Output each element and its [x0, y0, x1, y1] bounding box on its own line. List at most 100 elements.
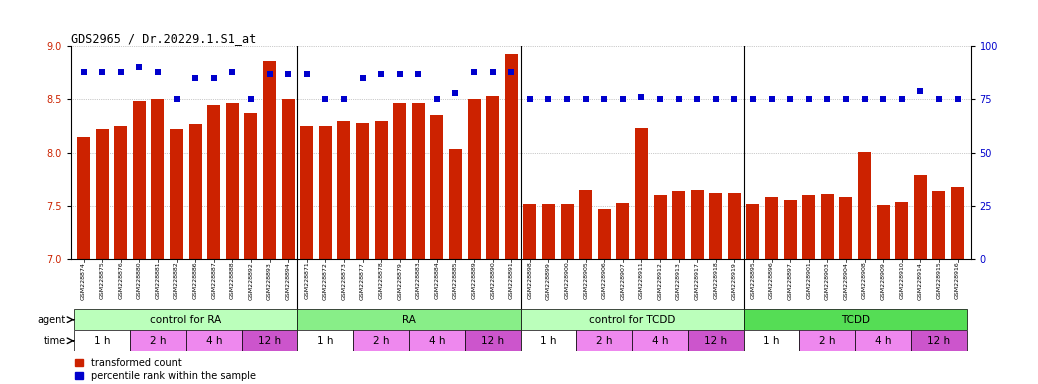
Point [206, 75, 222, 81]
Point [298, 71, 315, 77]
Text: GSM228917: GSM228917 [694, 262, 700, 300]
Point [76, 69, 92, 75]
Point [503, 69, 520, 75]
Text: GSM228912: GSM228912 [657, 262, 662, 300]
Text: time: time [44, 336, 65, 346]
Text: GSM228884: GSM228884 [434, 262, 439, 300]
Point [335, 96, 352, 103]
Point [93, 69, 110, 75]
Point [652, 96, 668, 103]
Text: control for TCDD: control for TCDD [589, 314, 676, 325]
Text: GSM228887: GSM228887 [212, 262, 216, 300]
Point [112, 69, 129, 75]
Point [317, 96, 333, 103]
Bar [298, 330, 353, 351]
Point [727, 96, 743, 103]
Text: GSM228903: GSM228903 [825, 262, 829, 300]
Bar [855, 330, 911, 351]
Bar [77, 137, 90, 259]
Bar [579, 190, 592, 259]
Point [410, 71, 427, 77]
Text: GSM228873: GSM228873 [342, 262, 347, 300]
Text: GSM228876: GSM228876 [118, 262, 124, 300]
Point [262, 71, 278, 77]
Text: GSM228911: GSM228911 [639, 262, 644, 300]
Text: 1 h: 1 h [317, 336, 333, 346]
Bar [913, 175, 927, 259]
Bar [951, 187, 964, 259]
Text: GSM228901: GSM228901 [807, 262, 812, 300]
Text: GSM228913: GSM228913 [676, 262, 681, 300]
Bar [521, 309, 743, 330]
Text: GSM228919: GSM228919 [732, 262, 737, 300]
Bar [75, 309, 298, 330]
Point [744, 96, 761, 103]
Point [800, 96, 817, 103]
Bar [858, 152, 871, 259]
Bar [654, 195, 666, 259]
Bar [486, 96, 499, 259]
Point [614, 96, 631, 103]
Bar [690, 190, 704, 259]
Text: GSM228872: GSM228872 [323, 262, 328, 300]
Bar [598, 209, 610, 259]
Text: 12 h: 12 h [704, 336, 728, 346]
Point [819, 96, 836, 103]
Bar [504, 53, 518, 259]
Text: GSM228871: GSM228871 [304, 262, 309, 300]
Point [540, 96, 556, 103]
Text: 12 h: 12 h [927, 336, 951, 346]
Bar [765, 197, 778, 259]
Bar [672, 191, 685, 259]
Bar [743, 309, 966, 330]
Bar [298, 309, 521, 330]
Point [429, 96, 445, 103]
Text: GSM228914: GSM228914 [918, 262, 923, 300]
Bar [300, 126, 313, 259]
Text: GSM228908: GSM228908 [862, 262, 867, 300]
Point [373, 71, 389, 77]
Bar [932, 191, 946, 259]
Text: GSM228895: GSM228895 [750, 262, 756, 300]
Bar [353, 330, 409, 351]
Bar [263, 61, 276, 259]
Text: GSM228905: GSM228905 [583, 262, 589, 300]
Point [243, 96, 260, 103]
Bar [242, 330, 298, 351]
Bar [130, 330, 186, 351]
Point [949, 96, 965, 103]
Text: GSM228904: GSM228904 [844, 262, 848, 300]
Text: 1 h: 1 h [763, 336, 780, 346]
Bar [412, 103, 425, 259]
Point [485, 69, 501, 75]
Text: GSM228879: GSM228879 [398, 262, 402, 300]
Point [633, 94, 650, 100]
Text: 4 h: 4 h [652, 336, 668, 346]
Point [596, 96, 612, 103]
Point [782, 96, 798, 103]
Text: GSM228890: GSM228890 [490, 262, 495, 300]
Bar [226, 103, 239, 259]
Bar [431, 115, 443, 259]
Text: GSM228892: GSM228892 [248, 262, 253, 300]
Text: GSM228899: GSM228899 [546, 262, 551, 300]
Bar [840, 197, 852, 259]
Text: 2 h: 2 h [819, 336, 836, 346]
Bar [576, 330, 632, 351]
Text: 2 h: 2 h [373, 336, 389, 346]
Text: agent: agent [37, 314, 65, 325]
Text: GSM228894: GSM228894 [285, 262, 291, 300]
Point [354, 75, 371, 81]
Text: GSM228878: GSM228878 [379, 262, 384, 300]
Point [838, 96, 854, 103]
Text: GSM228874: GSM228874 [81, 262, 86, 300]
Text: GSM228906: GSM228906 [602, 262, 607, 300]
Text: GSM228910: GSM228910 [899, 262, 904, 300]
Bar [895, 202, 908, 259]
Text: GSM228888: GSM228888 [229, 262, 235, 299]
Text: GSM228898: GSM228898 [527, 262, 532, 300]
Text: GSM228891: GSM228891 [509, 262, 514, 300]
Bar [449, 149, 462, 259]
Bar [393, 103, 406, 259]
Point [131, 65, 147, 71]
